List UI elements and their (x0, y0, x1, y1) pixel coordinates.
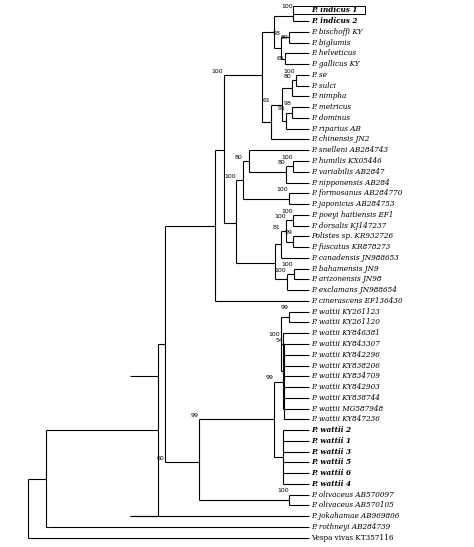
Text: P. wattii KY846381: P. wattii KY846381 (311, 329, 380, 337)
Text: P. wattii KY261123: P. wattii KY261123 (311, 308, 380, 316)
Text: P. humilis KX05446: P. humilis KX05446 (311, 157, 382, 165)
Text: 98: 98 (272, 31, 280, 36)
Text: 99: 99 (265, 375, 273, 380)
Text: P. chinensis JN2: P. chinensis JN2 (311, 136, 370, 143)
Text: P. indicus 1: P. indicus 1 (311, 7, 358, 14)
Text: P. indicus 1: P. indicus 1 (311, 7, 358, 14)
Text: 98: 98 (283, 101, 292, 106)
Text: 100: 100 (281, 208, 292, 213)
Text: 100: 100 (277, 488, 289, 493)
Text: 100: 100 (281, 155, 292, 160)
Text: 91: 91 (278, 106, 286, 111)
Text: P. wattii KY847236: P. wattii KY847236 (311, 415, 380, 423)
Text: P. wattii 4: P. wattii 4 (311, 480, 351, 488)
Text: P. wattii 1: P. wattii 1 (311, 437, 351, 445)
Text: P. wattii 2: P. wattii 2 (311, 426, 351, 434)
Text: P. dominus: P. dominus (311, 114, 350, 122)
Text: 100: 100 (282, 263, 293, 267)
Text: 81: 81 (273, 225, 280, 230)
Text: Vespa vivas KT357116: Vespa vivas KT357116 (311, 534, 394, 542)
Text: 54: 54 (276, 337, 284, 343)
Text: 100: 100 (283, 68, 295, 74)
Text: P. rothneyi AB284739: P. rothneyi AB284739 (311, 523, 391, 531)
Text: P. wattii 5: P. wattii 5 (311, 458, 351, 467)
Text: P. riparius AB: P. riparius AB (311, 125, 361, 133)
Text: P. wattii KY261120: P. wattii KY261120 (311, 318, 380, 327)
Text: P. bischoffi KY: P. bischoffi KY (311, 28, 363, 36)
Text: 80: 80 (283, 74, 291, 79)
Text: P. nimpha: P. nimpha (311, 92, 346, 101)
Text: P. snelleni AB284743: P. snelleni AB284743 (311, 146, 389, 154)
Text: P. formosanus AB284770: P. formosanus AB284770 (311, 189, 403, 197)
Text: P. wattii KY838206: P. wattii KY838206 (311, 362, 380, 370)
Text: P. wattii KY834709: P. wattii KY834709 (311, 373, 380, 380)
Text: 61: 61 (263, 98, 271, 103)
Text: 99: 99 (281, 305, 289, 311)
Bar (292, 6, 365, 14)
Text: P. japonicus AB284753: P. japonicus AB284753 (311, 200, 395, 208)
Text: 65: 65 (277, 56, 285, 61)
Text: 80: 80 (234, 155, 242, 160)
Text: P. poeyi haitiensis EF1: P. poeyi haitiensis EF1 (311, 211, 394, 219)
Text: 100: 100 (276, 187, 288, 192)
Text: P. nipponensis AB284: P. nipponensis AB284 (311, 178, 390, 187)
Text: 89: 89 (281, 34, 289, 40)
Text: P. variabilis AB2847: P. variabilis AB2847 (311, 168, 385, 176)
Text: P. sulci: P. sulci (311, 82, 337, 90)
Text: P. canadensis JN988653: P. canadensis JN988653 (311, 254, 399, 262)
Text: P. exclamans JN988654: P. exclamans JN988654 (311, 286, 397, 294)
Text: P. biglumis: P. biglumis (311, 39, 351, 46)
Text: P. wattii KY842296: P. wattii KY842296 (311, 351, 380, 359)
Text: P. helveticus: P. helveticus (311, 49, 356, 57)
Text: P. gallicus KY: P. gallicus KY (311, 60, 360, 68)
Text: P. se: P. se (311, 71, 327, 79)
Text: 100: 100 (274, 214, 286, 219)
Text: 100: 100 (268, 333, 280, 337)
Text: P. indicus 2: P. indicus 2 (311, 17, 358, 25)
Text: P. wattii KY843307: P. wattii KY843307 (311, 340, 380, 348)
Text: 100: 100 (275, 268, 286, 273)
Text: P. dorsalis KJ147237: P. dorsalis KJ147237 (311, 222, 387, 230)
Text: 99: 99 (284, 230, 292, 235)
Text: 100: 100 (211, 68, 223, 74)
Text: 100: 100 (281, 4, 292, 9)
Text: P. wattii 6: P. wattii 6 (311, 469, 351, 477)
Text: Polistes sp. KR932726: Polistes sp. KR932726 (311, 232, 393, 240)
Text: P. wattii 3: P. wattii 3 (311, 447, 351, 456)
Text: P. wattii KY838744: P. wattii KY838744 (311, 394, 380, 402)
Text: P. fuscatus KR878273: P. fuscatus KR878273 (311, 243, 391, 251)
Text: P. metricus: P. metricus (311, 103, 351, 111)
Text: P. arizonensis JN98: P. arizonensis JN98 (311, 276, 382, 283)
Text: P. wattii MG587948: P. wattii MG587948 (311, 405, 383, 412)
Text: P. olivaceus AB570105: P. olivaceus AB570105 (311, 502, 394, 509)
Text: P. bahamensis JN9: P. bahamensis JN9 (311, 265, 379, 272)
Text: P. cinerascens EF136430: P. cinerascens EF136430 (311, 297, 403, 305)
Text: 60: 60 (156, 456, 164, 461)
Text: 80: 80 (278, 160, 286, 165)
Text: P. wattii KY842903: P. wattii KY842903 (311, 383, 380, 391)
Text: P. jokahamae AB969806: P. jokahamae AB969806 (311, 512, 400, 520)
Text: 99: 99 (190, 413, 198, 418)
Text: P. olivaceus AB570097: P. olivaceus AB570097 (311, 491, 394, 499)
Text: 100: 100 (224, 173, 236, 178)
